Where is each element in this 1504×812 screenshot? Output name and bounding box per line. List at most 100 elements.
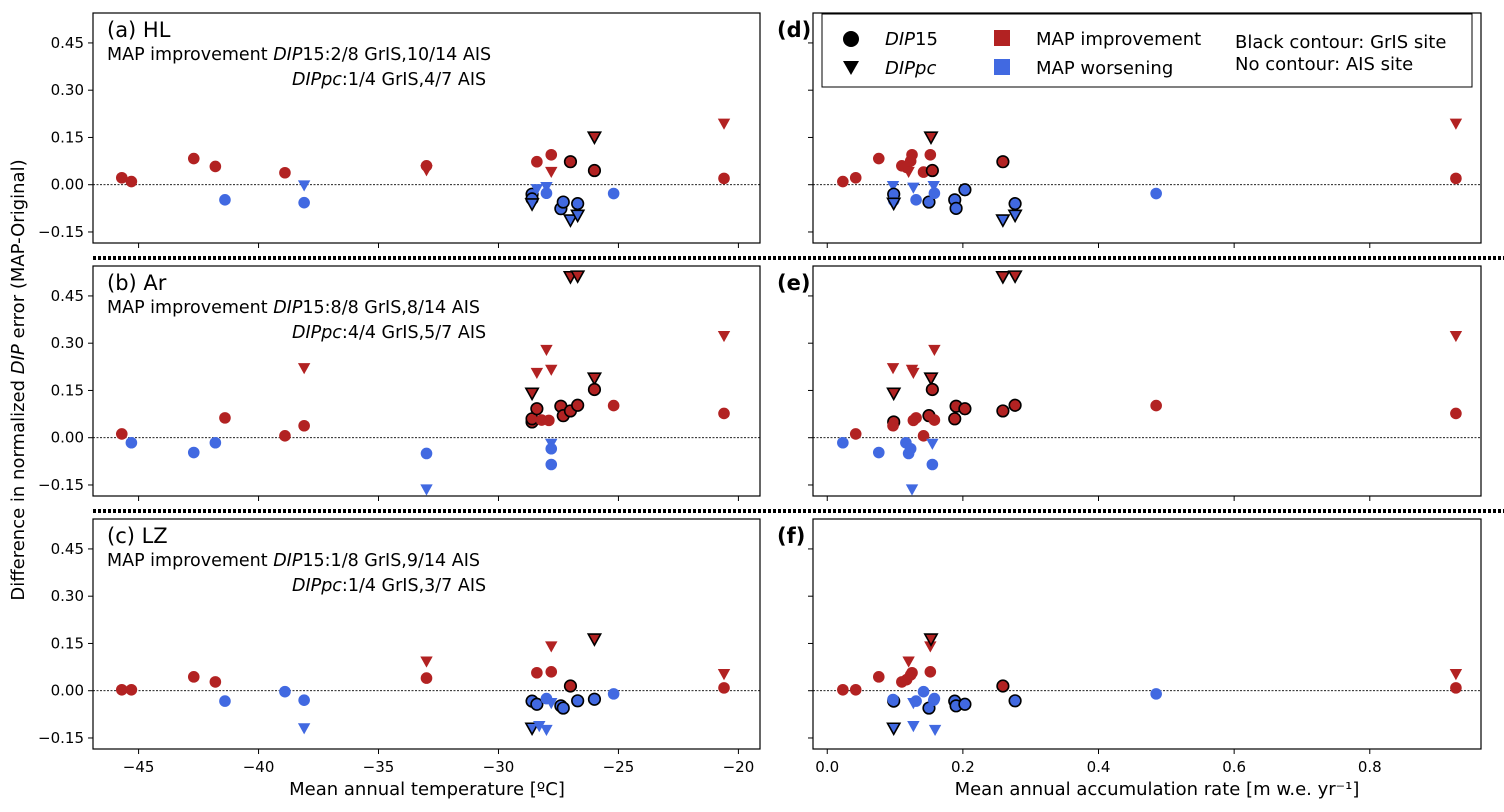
points-group (837, 270, 1463, 496)
data-point-dip15-worsening-ais (607, 187, 620, 200)
data-point-dippc-improvement-gris (923, 633, 939, 647)
x-tick-label: 0.0 (815, 758, 839, 776)
data-point-dip15-worsening-ais (219, 194, 231, 206)
data-point-dip15-worsening-ais (209, 436, 222, 449)
data-point-dip15-improvement-ais (917, 430, 930, 442)
data-point-dip15-improvement-ais (1150, 399, 1162, 412)
data-point-dip15-improvement-ais (209, 160, 222, 173)
legend-note-grис: Black contour: GrIS site (1235, 32, 1446, 53)
data-point-dip15-improvement-ais (115, 683, 128, 696)
y-tick-label: 0.45 (51, 287, 84, 305)
data-point-dip15-improvement-gris (996, 155, 1010, 169)
data-point-dip15-improvement-gris (958, 402, 972, 416)
data-point-dippc-improvement-ais (717, 669, 731, 681)
data-point-dip15-improvement-ais (910, 412, 922, 424)
data-point-dip15-improvement-ais (1450, 172, 1462, 185)
y-tick-label: 0.30 (51, 81, 84, 99)
data-point-dip15-worsening-ais (607, 688, 620, 700)
data-point-dippc-improvement-ais (420, 165, 433, 177)
data-point-dip15-worsening-ais (926, 458, 939, 471)
legend-label-improvement: MAP improvement (1036, 29, 1201, 50)
data-point-dip15-worsening-ais (1150, 688, 1162, 700)
data-point-dippc-worsening-gris (995, 214, 1011, 228)
legend-label-dippc: DIPpc (885, 58, 936, 79)
data-point-dip15-improvement-ais (718, 172, 730, 185)
data-point-dip15-worsening-ais (917, 685, 930, 698)
data-point-dippc-worsening-ais (297, 180, 311, 192)
annotation-dip15: MAP improvement DIP15:1/8 GrIS,9/14 AIS (107, 551, 480, 571)
y-tick-label: 0.30 (51, 587, 84, 605)
data-point-dip15-improvement-ais (187, 671, 200, 683)
data-point-dippc-improvement-ais (907, 367, 920, 380)
y-tick-label: 0.45 (51, 540, 84, 558)
x-tick-label: −20 (723, 758, 755, 776)
y-tick-label: −0.15 (38, 223, 84, 241)
annotation-dip15: MAP improvement DIP15:8/8 GrIS,8/14 AIS (107, 298, 480, 318)
y-tick-label: 0.15 (51, 128, 84, 146)
panel-a: −0.15 0.00 0.15 0.30 0.45 (a) HL MAP improveme… (38, 12, 761, 248)
data-point-dip15-improvement-gris (996, 404, 1010, 418)
annotation-dippc: DIPpc:4/4 GrIS,5/7 AIS (292, 323, 486, 343)
y-tick-label: 0.00 (51, 682, 84, 700)
panel-title: (e) (777, 271, 810, 295)
data-point-dip15-improvement-ais (545, 666, 558, 678)
x-tick-label: 0.8 (1358, 758, 1382, 776)
y-axis-label-part1: Difference in normalized (8, 374, 29, 600)
data-point-dip15-improvement-ais (115, 171, 128, 184)
data-point-dippc-improvement-ais (420, 656, 433, 668)
y-tick-label: −0.15 (38, 476, 84, 494)
x-tick-label: −35 (363, 758, 395, 776)
panel-frame (92, 12, 761, 244)
data-point-dippc-improvement-ais (928, 344, 941, 357)
data-point-dippc-improvement-ais (924, 641, 937, 653)
data-point-dip15-worsening-ais (187, 446, 200, 459)
legend-worsening-swatch-icon (994, 59, 1010, 75)
data-point-dip15-improvement-ais (1450, 407, 1462, 420)
data-point-dippc-improvement-gris (1007, 270, 1023, 284)
panel-c: −0.15 0.00 0.15 0.30 0.45 −45 −40 −35 −30 −25 −20 (… (38, 518, 761, 776)
legend-box (821, 13, 1473, 88)
y-tick-label: 0.15 (51, 381, 84, 399)
annotation-dip15: MAP improvement DIP15:2/8 GrIS,10/14 AIS (107, 45, 491, 65)
data-point-dip15-improvement-gris (587, 163, 602, 178)
data-point-dip15-worsening-ais (219, 695, 231, 707)
panel-e: (e) (777, 265, 1482, 501)
data-point-dip15-improvement-ais (115, 428, 128, 440)
data-point-dip15-improvement-ais (607, 399, 620, 412)
data-point-dippc-worsening-ais (928, 724, 942, 736)
data-point-dip15-worsening-ais (540, 187, 553, 200)
data-point-dippc-improvement-gris (586, 633, 603, 647)
data-point-dip15-improvement-ais (837, 175, 849, 188)
data-point-dip15-improvement-ais (849, 428, 862, 440)
y-tick-label: 0.00 (51, 429, 84, 447)
y-axis-label-italic: DIP (8, 344, 29, 374)
data-point-dippc-worsening-ais (533, 721, 546, 733)
panel-title: (d) (777, 18, 811, 42)
data-point-dip15-improvement-ais (928, 414, 941, 426)
data-point-dip15-worsening-ais (125, 436, 138, 449)
x-tick-label: −30 (483, 758, 515, 776)
data-point-dippc-improvement-ais (717, 118, 731, 130)
data-point-dip15-improvement-ais (924, 148, 937, 161)
data-point-dip15-worsening-ais (887, 693, 899, 706)
data-point-dip15-improvement-gris (948, 412, 962, 426)
data-point-dippc-improvement-ais (545, 364, 558, 376)
data-point-dip15-worsening-ais (1150, 187, 1162, 200)
data-point-dip15-improvement-ais (718, 407, 730, 420)
legend-triangle-marker-icon (843, 61, 859, 75)
annotation-dippc: DIPpc:1/4 GrIS,4/7 AIS (292, 70, 486, 90)
y-axis-label-part2: error (MAP-Original) (8, 159, 29, 344)
data-point-dippc-improvement-ais (540, 344, 553, 357)
data-point-dip15-improvement-ais (718, 682, 730, 694)
data-point-dip15-worsening-ais (910, 194, 922, 206)
data-point-dip15-worsening-gris (1008, 197, 1022, 211)
data-point-dippc-improvement-ais (1449, 118, 1463, 130)
data-point-dip15-improvement-ais (420, 672, 433, 684)
panel-frame (812, 518, 1482, 750)
data-point-dip15-worsening-gris (922, 195, 936, 209)
y-axis-label: Difference in normalized DIP error (MAP-… (8, 159, 29, 600)
data-point-dip15-worsening-ais (545, 442, 558, 455)
data-point-dip15-improvement-ais (543, 414, 555, 427)
data-point-dippc-improvement-gris (886, 387, 902, 402)
